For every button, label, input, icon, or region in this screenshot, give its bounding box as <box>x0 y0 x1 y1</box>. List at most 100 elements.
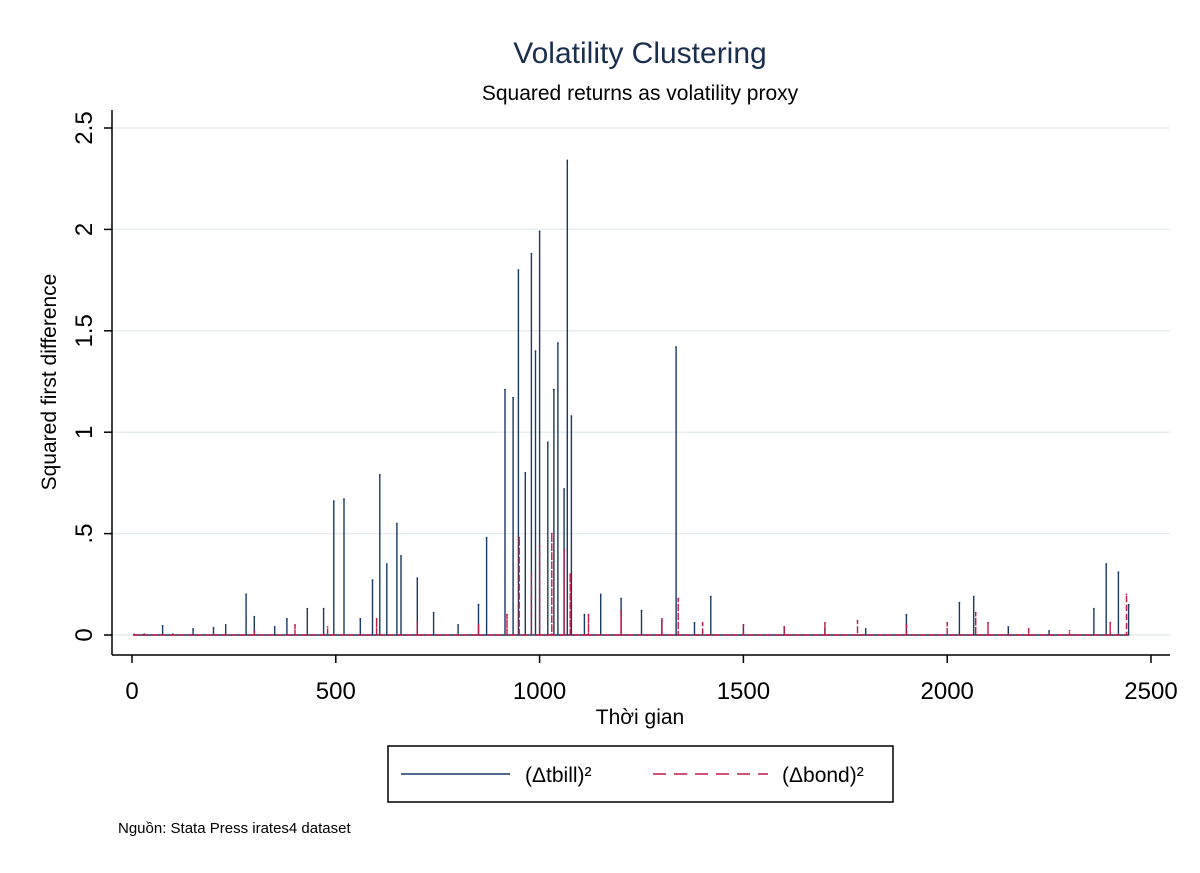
data-point <box>326 626 329 628</box>
data-point <box>286 617 288 620</box>
data-point <box>987 621 989 624</box>
data-point <box>378 473 381 476</box>
data-point <box>253 615 256 618</box>
data-point <box>569 573 572 576</box>
data-point <box>824 621 826 624</box>
data-point <box>530 573 533 576</box>
data-point <box>538 230 541 233</box>
data-point <box>477 624 480 626</box>
data-point <box>512 396 514 399</box>
data-point <box>1125 593 1128 596</box>
data-point <box>457 624 459 626</box>
data-point <box>1007 626 1010 628</box>
data-point <box>570 415 573 417</box>
data-point <box>550 532 553 535</box>
data-point <box>620 597 622 600</box>
data-point <box>375 617 378 620</box>
data-point <box>133 633 135 636</box>
data-point <box>212 627 215 629</box>
data-point <box>294 624 296 626</box>
y-tick-label: 0 <box>71 628 98 641</box>
data-point <box>661 617 663 620</box>
data-point <box>693 621 696 624</box>
data-point <box>905 613 908 616</box>
data-point <box>563 488 565 490</box>
chart-title: Volatility Clustering <box>513 37 766 70</box>
series-layer <box>133 159 1130 636</box>
data-point <box>343 498 345 500</box>
y-axis-label: Squared first difference <box>38 274 61 491</box>
data-point <box>212 633 215 636</box>
data-point <box>1093 607 1095 610</box>
data-point <box>1105 563 1108 565</box>
data-point <box>620 609 622 612</box>
x-ticks: 0 500 1000 1500 2000 2500 <box>125 655 1178 705</box>
data-point <box>563 548 565 551</box>
x-tick-label: 1000 <box>513 678 566 705</box>
data-point <box>1109 621 1112 624</box>
data-point <box>587 613 590 616</box>
data-point <box>506 613 508 616</box>
data-point <box>946 621 949 624</box>
x-tick-label: 0 <box>125 678 138 705</box>
data-point <box>517 269 520 271</box>
x-tick-label: 1500 <box>717 678 770 705</box>
data-point <box>856 619 859 622</box>
data-point <box>224 624 227 626</box>
data-point <box>958 601 961 604</box>
legend: (Δtbill)² (Δbond)² <box>387 745 894 803</box>
data-point <box>557 342 559 344</box>
data-point <box>504 388 506 391</box>
series-line-0 <box>133 160 1130 636</box>
x-tick-label: 500 <box>316 678 356 705</box>
data-point <box>485 536 488 539</box>
x-tick-label: 2000 <box>921 678 974 705</box>
data-point <box>974 611 977 614</box>
data-point <box>359 617 362 620</box>
data-point <box>701 621 704 624</box>
data-point <box>1048 630 1050 632</box>
y-tick-label: 1 <box>71 426 98 439</box>
x-axis-label: Thời gian <box>596 706 684 729</box>
data-point <box>534 350 537 352</box>
data-point <box>742 624 745 626</box>
data-point <box>400 555 402 557</box>
data-point <box>677 597 680 600</box>
data-point <box>396 522 398 525</box>
x-tick-label: 2500 <box>1124 678 1177 705</box>
data-point <box>432 611 435 614</box>
source-note: Nguồn: Stata Press irates4 dataset <box>118 820 351 837</box>
data-point <box>864 628 867 630</box>
data-point <box>599 593 602 596</box>
chart-subtitle: Squared returns as volatility proxy <box>482 82 799 105</box>
data-point <box>385 563 388 565</box>
data-point <box>566 159 569 162</box>
data-point <box>371 579 374 582</box>
legend-label-bond: (Δbond)² <box>782 764 864 787</box>
data-point <box>972 595 975 598</box>
data-point <box>524 471 527 474</box>
data-point <box>322 607 325 610</box>
data-point <box>546 441 549 444</box>
data-point <box>675 346 677 348</box>
data-point <box>273 626 276 628</box>
data-point <box>1117 571 1120 573</box>
data-point <box>161 625 164 627</box>
y-tick-label: 2.5 <box>71 111 98 144</box>
data-point <box>518 536 521 539</box>
data-point <box>1068 630 1071 632</box>
gridlines <box>112 127 1170 636</box>
series-1 <box>133 532 1128 636</box>
data-point <box>640 609 643 612</box>
data-point <box>332 500 335 503</box>
y-tick-label: .5 <box>71 524 98 544</box>
data-point <box>1127 603 1130 606</box>
legend-label-tbill: (Δtbill)² <box>525 764 592 787</box>
data-point <box>583 613 586 616</box>
series-line-1 <box>133 533 1128 636</box>
data-point <box>192 628 195 630</box>
data-point <box>253 630 256 632</box>
y-tick-label: 2 <box>71 223 98 236</box>
y-ticks: 0 .5 1 1.5 2 2.5 <box>71 111 112 642</box>
